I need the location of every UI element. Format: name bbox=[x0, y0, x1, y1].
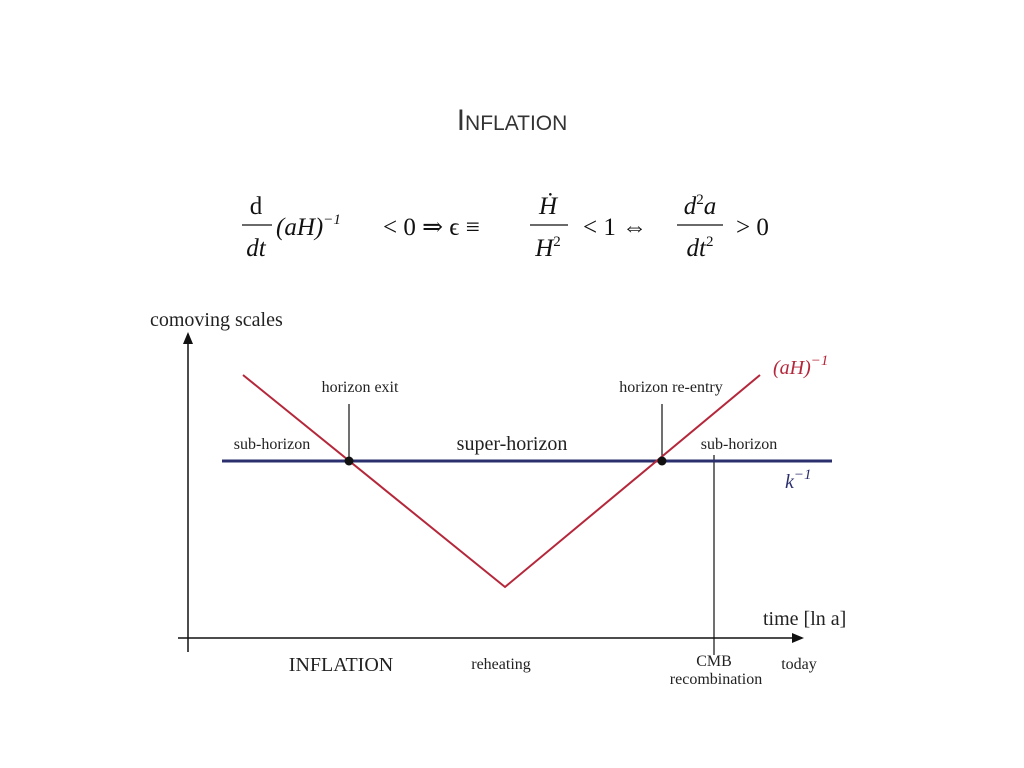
today-label: today bbox=[781, 656, 817, 673]
eq-frac3-num-var: a bbox=[704, 193, 717, 220]
diagram: comoving scales time [ln a] (aH)−1 k−1 h… bbox=[150, 309, 846, 688]
crossing-point bbox=[657, 456, 667, 466]
era-label: INFLATION bbox=[289, 654, 393, 676]
eq-rel3: > 0 bbox=[736, 214, 769, 241]
crossing-point bbox=[344, 456, 354, 466]
recombination-label: recombination bbox=[670, 671, 762, 688]
slide-title: Inflation bbox=[457, 104, 568, 137]
horizon-reentry-label: horizon re-entry bbox=[619, 379, 723, 396]
eq-rel1: < 0 ⇒ ϵ ≡ bbox=[383, 214, 480, 241]
horizon-exit-label: horizon exit bbox=[322, 379, 399, 396]
eq-frac3-den-exp: 2 bbox=[706, 234, 714, 250]
eq-frac3-num: d2a bbox=[684, 192, 717, 220]
eq-frac2-den-base: H bbox=[534, 235, 555, 262]
sub-horizon-label: sub-horizon bbox=[701, 436, 777, 453]
eq-frac3-num-d: d bbox=[684, 193, 697, 220]
equation: d dt (aH)−1 < 0 ⇒ ϵ ≡ Ḣ H2 < 1 ⇔ d2a dt2… bbox=[242, 192, 769, 262]
eq-term-exp: −1 bbox=[323, 212, 341, 228]
eq-frac2-den: H2 bbox=[534, 234, 561, 262]
y-axis-label: comoving scales bbox=[150, 309, 283, 331]
eq-term: (aH)−1 bbox=[276, 212, 341, 241]
curve-label-exp: −1 bbox=[811, 353, 829, 369]
hubble-radius-curve bbox=[242, 374, 761, 589]
eq-frac3-den-base: dt bbox=[687, 235, 708, 262]
cmb-label: CMB bbox=[696, 653, 732, 670]
x-axis-label: time [ln a] bbox=[763, 608, 846, 630]
eq-frac1-den: dt bbox=[246, 235, 267, 262]
k-label: k−1 bbox=[785, 467, 812, 493]
sub-horizon-label: sub-horizon bbox=[234, 436, 310, 453]
eq-frac3-num-exp: 2 bbox=[696, 192, 704, 208]
curve-label-base: (aH) bbox=[773, 357, 811, 379]
eq-term-base: (aH) bbox=[276, 214, 323, 241]
eq-frac3-den: dt2 bbox=[687, 234, 714, 262]
super-horizon-label: super-horizon bbox=[457, 433, 568, 455]
eq-rel2: < 1 ⇔ bbox=[583, 214, 647, 241]
eq-frac1-num: d bbox=[250, 193, 263, 220]
eq-frac2-num: Ḣ bbox=[538, 193, 559, 220]
eq-frac2-den-exp: 2 bbox=[553, 234, 561, 250]
reheating-label: reheating bbox=[471, 656, 531, 673]
k-label-base: k bbox=[785, 471, 795, 493]
k-label-exp: −1 bbox=[794, 467, 812, 483]
curve-label: (aH)−1 bbox=[773, 353, 828, 379]
